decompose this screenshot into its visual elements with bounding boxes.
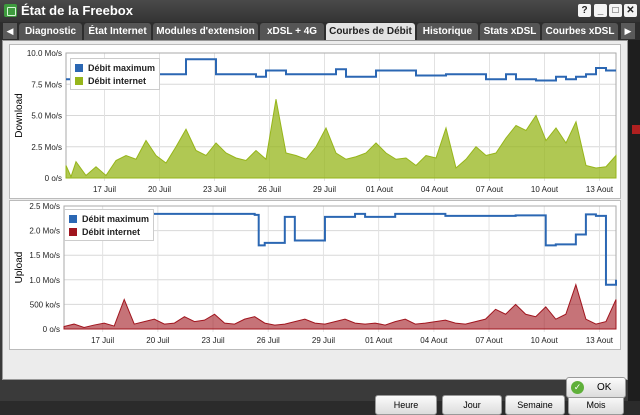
tab-scroll-left-icon[interactable]: ◀ (3, 23, 17, 39)
x-tick-label: 20 Juil (146, 336, 169, 345)
download-chart-svg: 0 o/s 2.5 Mo/s 5.0 Mo/s 7.5 Mo/s 10.0 Mo/s 17… (14, 49, 617, 194)
legend-swatch-internet (69, 227, 77, 236)
tab-modules-extension[interactable]: Modules d'extension (153, 23, 258, 40)
background-window-accent (632, 125, 640, 134)
debit-panel: 0 o/s 2.5 Mo/s 5.0 Mo/s 7.5 Mo/s 10.0 Mo/s 17… (2, 40, 628, 415)
y-tick-label: 10.0 Mo/s (27, 49, 62, 58)
legend-item-max: Débit maximum (69, 212, 149, 225)
x-tick-label: 13 Aout (586, 336, 614, 345)
tab-etat-internet[interactable]: État Internet (84, 23, 151, 40)
y-tick-label: 2.0 Mo/s (29, 227, 60, 236)
x-tick-label: 26 Juil (258, 185, 281, 194)
x-tick-label: 04 Aout (420, 336, 448, 345)
internet-rate-area (65, 99, 617, 179)
x-tick-label: 29 Juil (313, 185, 336, 194)
download-legend: Débit maximum Débit internet (70, 58, 161, 90)
legend-item-max: Débit maximum (75, 61, 155, 74)
internet-rate-area (63, 283, 617, 330)
range-week-button[interactable]: Semaine (505, 395, 565, 415)
x-tick-label: 13 Aout (586, 185, 614, 194)
y-tick-label: 2.5 Mo/s (31, 143, 62, 152)
x-tick-label: 10 Aout (531, 185, 559, 194)
x-tick-label: 23 Juil (203, 185, 226, 194)
window-title: État de la Freebox (21, 3, 133, 18)
x-tick-label: 29 Juil (312, 336, 335, 345)
x-tick-label: 23 Juil (201, 336, 224, 345)
x-tick-label: 01 Aout (366, 185, 394, 194)
legend-swatch-internet (75, 76, 83, 85)
help-button[interactable]: ? (578, 4, 591, 17)
maximize-button[interactable]: □ (609, 4, 622, 17)
legend-item-internet: Débit internet (69, 225, 149, 238)
y-tick-label: 1.5 Mo/s (29, 251, 60, 260)
download-chart: 0 o/s 2.5 Mo/s 5.0 Mo/s 7.5 Mo/s 10.0 Mo/s 17… (9, 44, 621, 199)
ok-label: OK (597, 382, 612, 393)
y-tick-label: 500 ko/s (30, 300, 60, 309)
y-tick-label: 0 o/s (45, 174, 62, 183)
y-tick-label: 0 o/s (43, 325, 60, 334)
tab-bar: ◀ Diagnostic État Internet Modules d'ext… (0, 22, 640, 40)
check-icon: ✓ (571, 381, 584, 394)
legend-label-internet: Débit internet (82, 226, 141, 237)
legend-label-max: Débit maximum (88, 62, 156, 73)
legend-item-internet: Débit internet (75, 74, 155, 87)
range-hour-button[interactable]: Heure (375, 395, 437, 415)
max-rate-line (64, 212, 617, 286)
legend-label-max: Débit maximum (82, 213, 150, 224)
y-axis-title: Upload (14, 252, 25, 284)
close-button[interactable]: ✕ (624, 4, 637, 17)
x-tick-label: 01 Aout (365, 336, 393, 345)
tab-diagnostic[interactable]: Diagnostic (19, 23, 82, 40)
ok-button[interactable]: ✓ OK (566, 377, 626, 398)
x-tick-label: 17 Juil (93, 185, 116, 194)
tab-scroll-right-icon[interactable]: ▶ (621, 23, 635, 39)
title-bar: État de la Freebox ? _ □ ✕ (0, 0, 640, 22)
x-tick-label: 26 Juil (257, 336, 280, 345)
minimize-button[interactable]: _ (594, 4, 607, 17)
tab-stats-xdsl[interactable]: Stats xDSL (480, 23, 540, 40)
legend-swatch-max (69, 214, 77, 223)
legend-label-internet: Débit internet (88, 75, 147, 86)
y-tick-label: 1.0 Mo/s (29, 276, 60, 285)
x-tick-label: 20 Juil (148, 185, 171, 194)
x-tick-label: 07 Aout (476, 185, 504, 194)
y-tick-label: 2.5 Mo/s (29, 202, 60, 211)
freebox-app-icon (4, 4, 17, 17)
range-month-button[interactable]: Mois (568, 395, 624, 415)
background-window (628, 40, 640, 401)
x-tick-label: 17 Juil (91, 336, 114, 345)
legend-swatch-max (75, 63, 83, 72)
x-tick-label: 04 Aout (421, 185, 449, 194)
tab-xdsl-4g[interactable]: xDSL + 4G (260, 23, 324, 40)
x-tick-label: 10 Aout (531, 336, 559, 345)
range-day-button[interactable]: Jour (442, 395, 502, 415)
x-tick-label: 07 Aout (475, 336, 503, 345)
y-axis-title: Download (14, 93, 25, 137)
upload-chart-svg: 0 o/s 500 ko/s 1.0 Mo/s 1.5 Mo/s 2.0 Mo/s 2.5… (14, 202, 617, 345)
upload-legend: Débit maximum Débit internet (64, 209, 155, 241)
tab-courbes-de-debit[interactable]: Courbes de Débit (326, 23, 415, 40)
max-rate-line (66, 58, 616, 82)
y-tick-label: 5.0 Mo/s (31, 112, 62, 121)
tab-historique[interactable]: Historique (417, 23, 478, 40)
tab-courbes-xdsl[interactable]: Courbes xDSL (542, 23, 618, 40)
y-tick-label: 7.5 Mo/s (31, 80, 62, 89)
upload-chart: 0 o/s 500 ko/s 1.0 Mo/s 1.5 Mo/s 2.0 Mo/s 2.5… (9, 200, 621, 350)
